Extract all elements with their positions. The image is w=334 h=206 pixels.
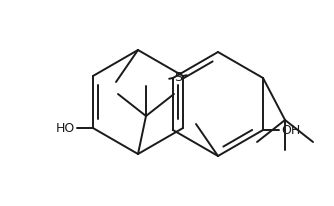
Text: HO: HO (56, 122, 75, 135)
Text: S: S (174, 70, 182, 83)
Text: OH: OH (281, 124, 300, 137)
